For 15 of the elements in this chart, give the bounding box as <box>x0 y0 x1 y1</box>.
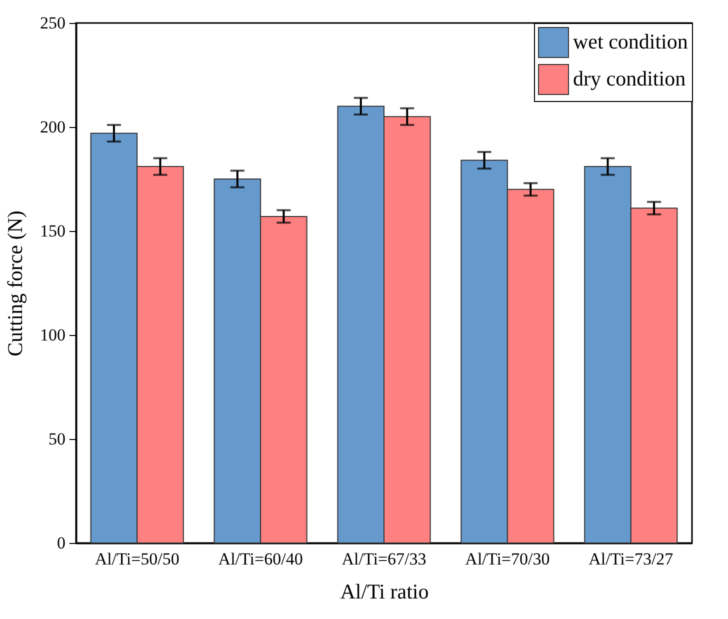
x-tick-label: Al/Ti=73/27 <box>588 550 674 568</box>
legend-label: wet condition <box>573 30 688 54</box>
x-tick-label: Al/Ti=70/30 <box>465 550 550 568</box>
x-tick-label: Al/Ti=50/50 <box>94 550 180 568</box>
y-tick-label: 200 <box>40 118 66 136</box>
y-tick-label: 50 <box>48 430 66 448</box>
y-axis-title: Cutting force (N) <box>3 210 27 356</box>
y-tick-label: 150 <box>40 222 66 240</box>
x-tick-label: Al/Ti=60/40 <box>218 550 303 568</box>
x-axis-title: Al/Ti ratio <box>340 580 429 604</box>
y-tick-label: 100 <box>40 326 66 344</box>
legend-label: dry condition <box>573 66 686 90</box>
y-tick-label: 0 <box>57 534 66 552</box>
y-tick-label: 250 <box>40 14 66 32</box>
x-tick-label: Al/Ti=67/33 <box>342 550 426 568</box>
